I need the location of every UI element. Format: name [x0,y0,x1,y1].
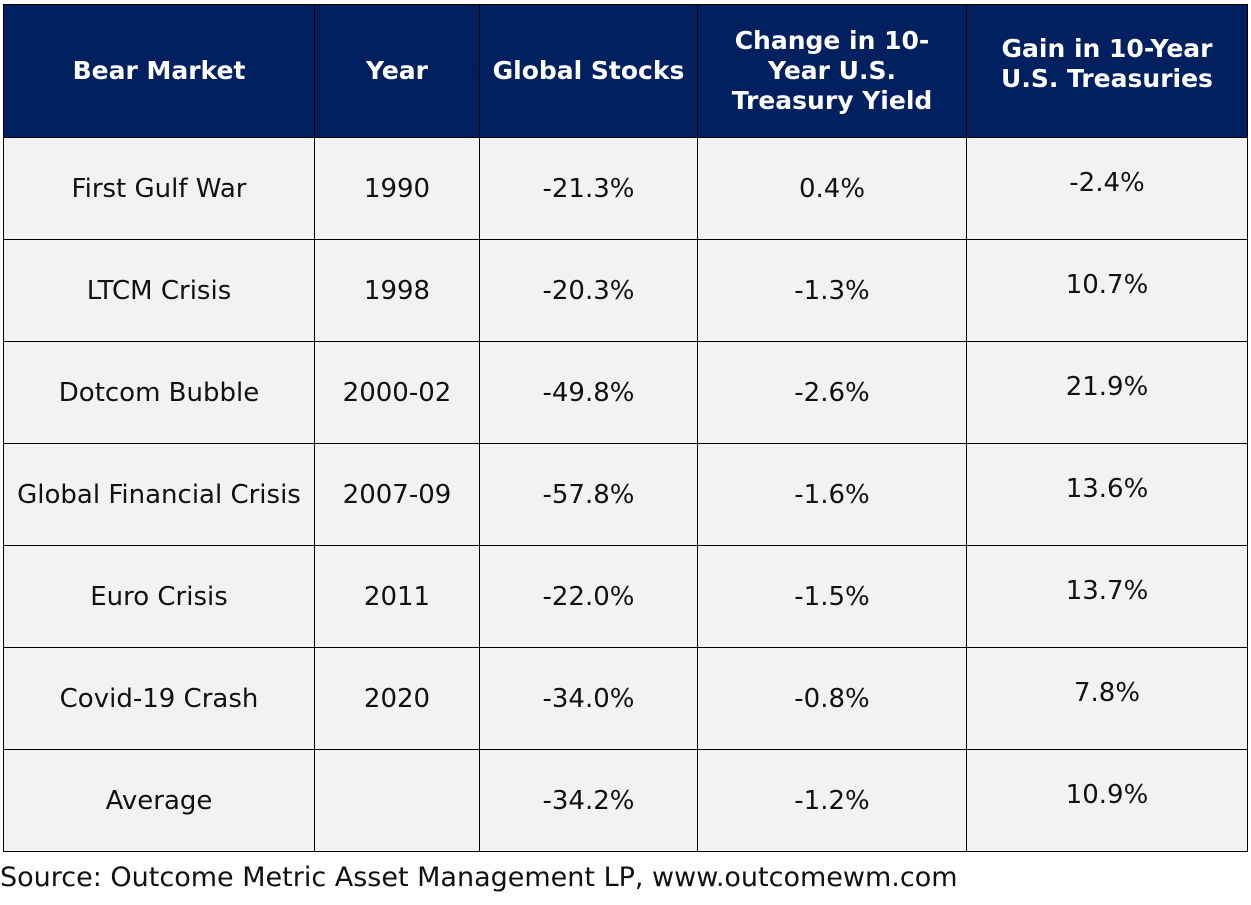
cell-treasury-gain: 10.9% [966,749,1248,852]
cell-global-stocks: -20.3% [479,239,698,342]
source-note: Source: Outcome Metric Asset Management … [0,862,958,893]
table-row: Euro Crisis 2011 -22.0% -1.5% 13.7% [3,545,1248,648]
cell-yield-change: -0.8% [697,647,967,750]
cell-bear-market: Global Financial Crisis [3,443,315,546]
table-row: Global Financial Crisis 2007-09 -57.8% -… [3,443,1248,546]
table-row: Dotcom Bubble 2000-02 -49.8% -2.6% 21.9% [3,341,1248,444]
table-row: LTCM Crisis 1998 -20.3% -1.3% 10.7% [3,239,1248,342]
cell-year: 2011 [314,545,480,648]
cell-global-stocks: -22.0% [479,545,698,648]
header-treasury-gain: Gain in 10-Year U.S. Treasuries [966,4,1248,138]
cell-bear-market: Average [3,749,315,852]
cell-global-stocks: -34.0% [479,647,698,750]
cell-bear-market: First Gulf War [3,137,315,240]
cell-global-stocks: -57.8% [479,443,698,546]
cell-bear-market: Covid-19 Crash [3,647,315,750]
cell-global-stocks: -49.8% [479,341,698,444]
cell-global-stocks: -21.3% [479,137,698,240]
cell-yield-change: -1.3% [697,239,967,342]
cell-bear-market: Euro Crisis [3,545,315,648]
cell-treasury-gain: 10.7% [966,239,1248,342]
cell-year: 2020 [314,647,480,750]
cell-treasury-gain: 7.8% [966,647,1248,750]
cell-treasury-gain: 13.7% [966,545,1248,648]
bear-market-table: Bear Market Year Global Stocks Change in… [3,4,1248,852]
cell-treasury-gain: 13.6% [966,443,1248,546]
cell-yield-change: -1.6% [697,443,967,546]
cell-yield-change: -2.6% [697,341,967,444]
cell-yield-change: 0.4% [697,137,967,240]
cell-year [314,749,480,852]
header-bear-market: Bear Market [3,4,315,138]
header-year: Year [314,4,480,138]
cell-bear-market: Dotcom Bubble [3,341,315,444]
cell-bear-market: LTCM Crisis [3,239,315,342]
table-row: First Gulf War 1990 -21.3% 0.4% -2.4% [3,137,1248,240]
cell-yield-change: -1.5% [697,545,967,648]
cell-year: 1990 [314,137,480,240]
cell-year: 1998 [314,239,480,342]
table-row: Covid-19 Crash 2020 -34.0% -0.8% 7.8% [3,647,1248,750]
cell-year: 2000-02 [314,341,480,444]
cell-year: 2007-09 [314,443,480,546]
table-header-row: Bear Market Year Global Stocks Change in… [3,4,1248,138]
cell-yield-change: -1.2% [697,749,967,852]
header-yield-change: Change in 10-Year U.S. Treasury Yield [697,4,967,138]
cell-treasury-gain: 21.9% [966,341,1248,444]
cell-treasury-gain: -2.4% [966,137,1248,240]
header-global-stocks: Global Stocks [479,4,698,138]
table-row-average: Average -34.2% -1.2% 10.9% [3,749,1248,852]
cell-global-stocks: -34.2% [479,749,698,852]
